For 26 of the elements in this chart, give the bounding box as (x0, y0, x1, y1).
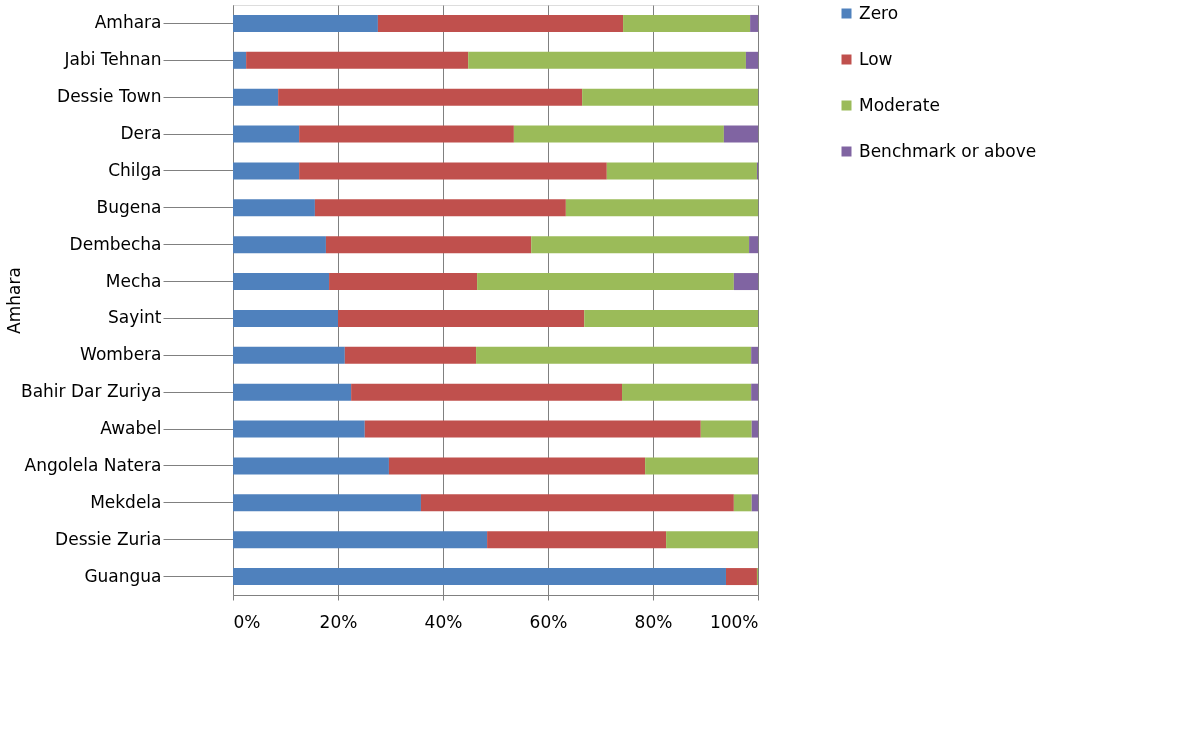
x-tick-label: 20% (319, 611, 358, 632)
x-tick-label: 80% (634, 611, 673, 632)
y-tick-label: Chilga (108, 159, 162, 180)
y-tick-label: Sayint (108, 307, 162, 328)
y-tick-label: Bugena (96, 196, 162, 217)
y-tick-label: Dera (120, 123, 162, 144)
x-tick-label: 100% (709, 611, 759, 632)
x-tick-label: 60% (529, 611, 568, 632)
y-tick-label: Dessie Zuria (55, 528, 162, 549)
y-tick-label: Awabel (100, 418, 162, 439)
y-tick-label: Dessie Town (57, 86, 162, 107)
legend-label: Benchmark or above (859, 140, 1037, 161)
legend-label: Moderate (859, 94, 940, 115)
y-tick-label: Amhara (94, 12, 162, 33)
y-tick-label: Bahir Dar Zuriya (21, 381, 162, 402)
y-tick-label: Wombera (80, 344, 162, 365)
legend-label: Zero (859, 2, 899, 23)
x-tick-label: 40% (424, 611, 463, 632)
x-tick-label: 0% (233, 611, 261, 632)
legend-label: Low (859, 48, 893, 69)
y-tick-label: Mekdela (90, 491, 162, 512)
y-tick-label: Dembecha (69, 233, 162, 254)
y-tick-label: Jabi Tehnan (63, 49, 162, 70)
y-tick-label: Mecha (105, 270, 162, 291)
y-tick-label: Guangua (84, 565, 162, 586)
y-tick-label: Angolela Natera (24, 454, 162, 475)
